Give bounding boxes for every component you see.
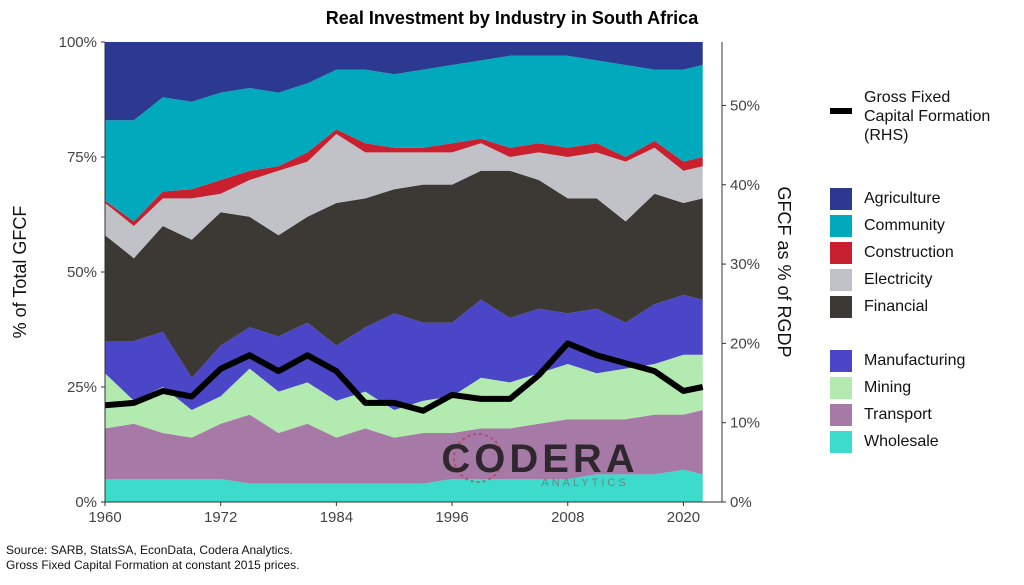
area	[105, 410, 703, 484]
legend-item: Wholesale	[830, 428, 1020, 455]
legend-swatch	[830, 403, 852, 426]
legend-item: Transport	[830, 401, 1020, 428]
plot-area	[104, 42, 704, 502]
legend-label: Transport	[864, 405, 932, 423]
area	[105, 295, 703, 410]
x-tick-label: 1960	[88, 509, 121, 526]
x-tick-label: 1984	[320, 509, 353, 526]
x-tick-label: 1972	[204, 509, 237, 526]
notes: Source: SARB, StatsSA, EconData, Codera …	[6, 543, 299, 573]
y-tick-label: 25%	[67, 379, 97, 396]
legend-item: Manufacturing	[830, 347, 1020, 374]
x-tick-label: 1996	[435, 509, 468, 526]
legend-label: Mining	[864, 378, 912, 396]
y2-axis-title: GFCF as % of RGDP	[774, 186, 794, 357]
area	[105, 170, 703, 378]
area	[105, 129, 703, 226]
area	[105, 354, 703, 438]
y-tick-label: 0%	[75, 494, 97, 511]
legend-swatch	[830, 376, 852, 399]
legend-label: Financial	[864, 297, 929, 315]
legend-swatch	[830, 349, 852, 372]
legend-swatch	[830, 268, 852, 291]
legend-swatch	[830, 430, 852, 453]
y-tick-label: 75%	[67, 149, 97, 166]
legend-item: Mining	[830, 374, 1020, 401]
y2-tick-label: 30%	[730, 256, 760, 273]
y2-tick-label: 20%	[730, 335, 760, 352]
legend-label: Construction	[864, 243, 954, 261]
x-tick-label: 2020	[667, 509, 700, 526]
y2-tick-label: 10%	[730, 415, 760, 432]
legend-swatch	[830, 187, 852, 210]
legend-swatch	[830, 241, 852, 264]
watermark-text: CODERA	[441, 437, 638, 481]
note: Source: SARB, StatsSA, EconData, Codera …	[6, 543, 293, 557]
y2-tick-label: 50%	[730, 97, 760, 114]
area	[105, 55, 703, 222]
legend-label: Wholesale	[864, 432, 939, 450]
legend-item: Financial	[830, 293, 1020, 320]
legend-item: Gross Fixed Capital Formation (RHS)	[830, 88, 1020, 145]
watermark-logo	[453, 433, 503, 483]
legend-label: Manufacturing	[864, 351, 966, 369]
chart-title: Real Investment by Industry in South Afr…	[326, 8, 699, 28]
legend-swatch	[830, 108, 852, 114]
legend-item: Community	[830, 212, 1020, 239]
y-tick-label: 100%	[59, 34, 97, 51]
line	[104, 340, 704, 414]
legend-label: Electricity	[864, 270, 933, 288]
y2-tick-label: 40%	[730, 177, 760, 194]
watermark-sub: ANALYTICS	[541, 477, 628, 489]
watermark: CODERA ANALYTICS	[441, 433, 638, 489]
legend-label: Gross Fixed Capital Formation (RHS)	[864, 89, 991, 144]
y-axis-title: % of Total GFCF	[10, 206, 30, 339]
legend-item: Electricity	[830, 266, 1020, 293]
legend: Gross Fixed Capital Formation (RHS) Agric…	[830, 88, 1020, 455]
note: Gross Fixed Capital Formation at constan…	[6, 558, 300, 572]
legend-item: Construction	[830, 239, 1020, 266]
area	[105, 134, 703, 259]
y-tick-label: 50%	[67, 264, 97, 281]
legend-item: Agriculture	[830, 185, 1020, 212]
legend-swatch	[830, 295, 852, 318]
legend-label: Community	[864, 216, 945, 234]
y2-tick-label: 0%	[730, 494, 752, 511]
x-tick-label: 2008	[551, 509, 584, 526]
area	[105, 469, 703, 502]
legend-label: Agriculture	[864, 189, 941, 207]
area	[105, 42, 703, 121]
legend-swatch	[830, 214, 852, 237]
